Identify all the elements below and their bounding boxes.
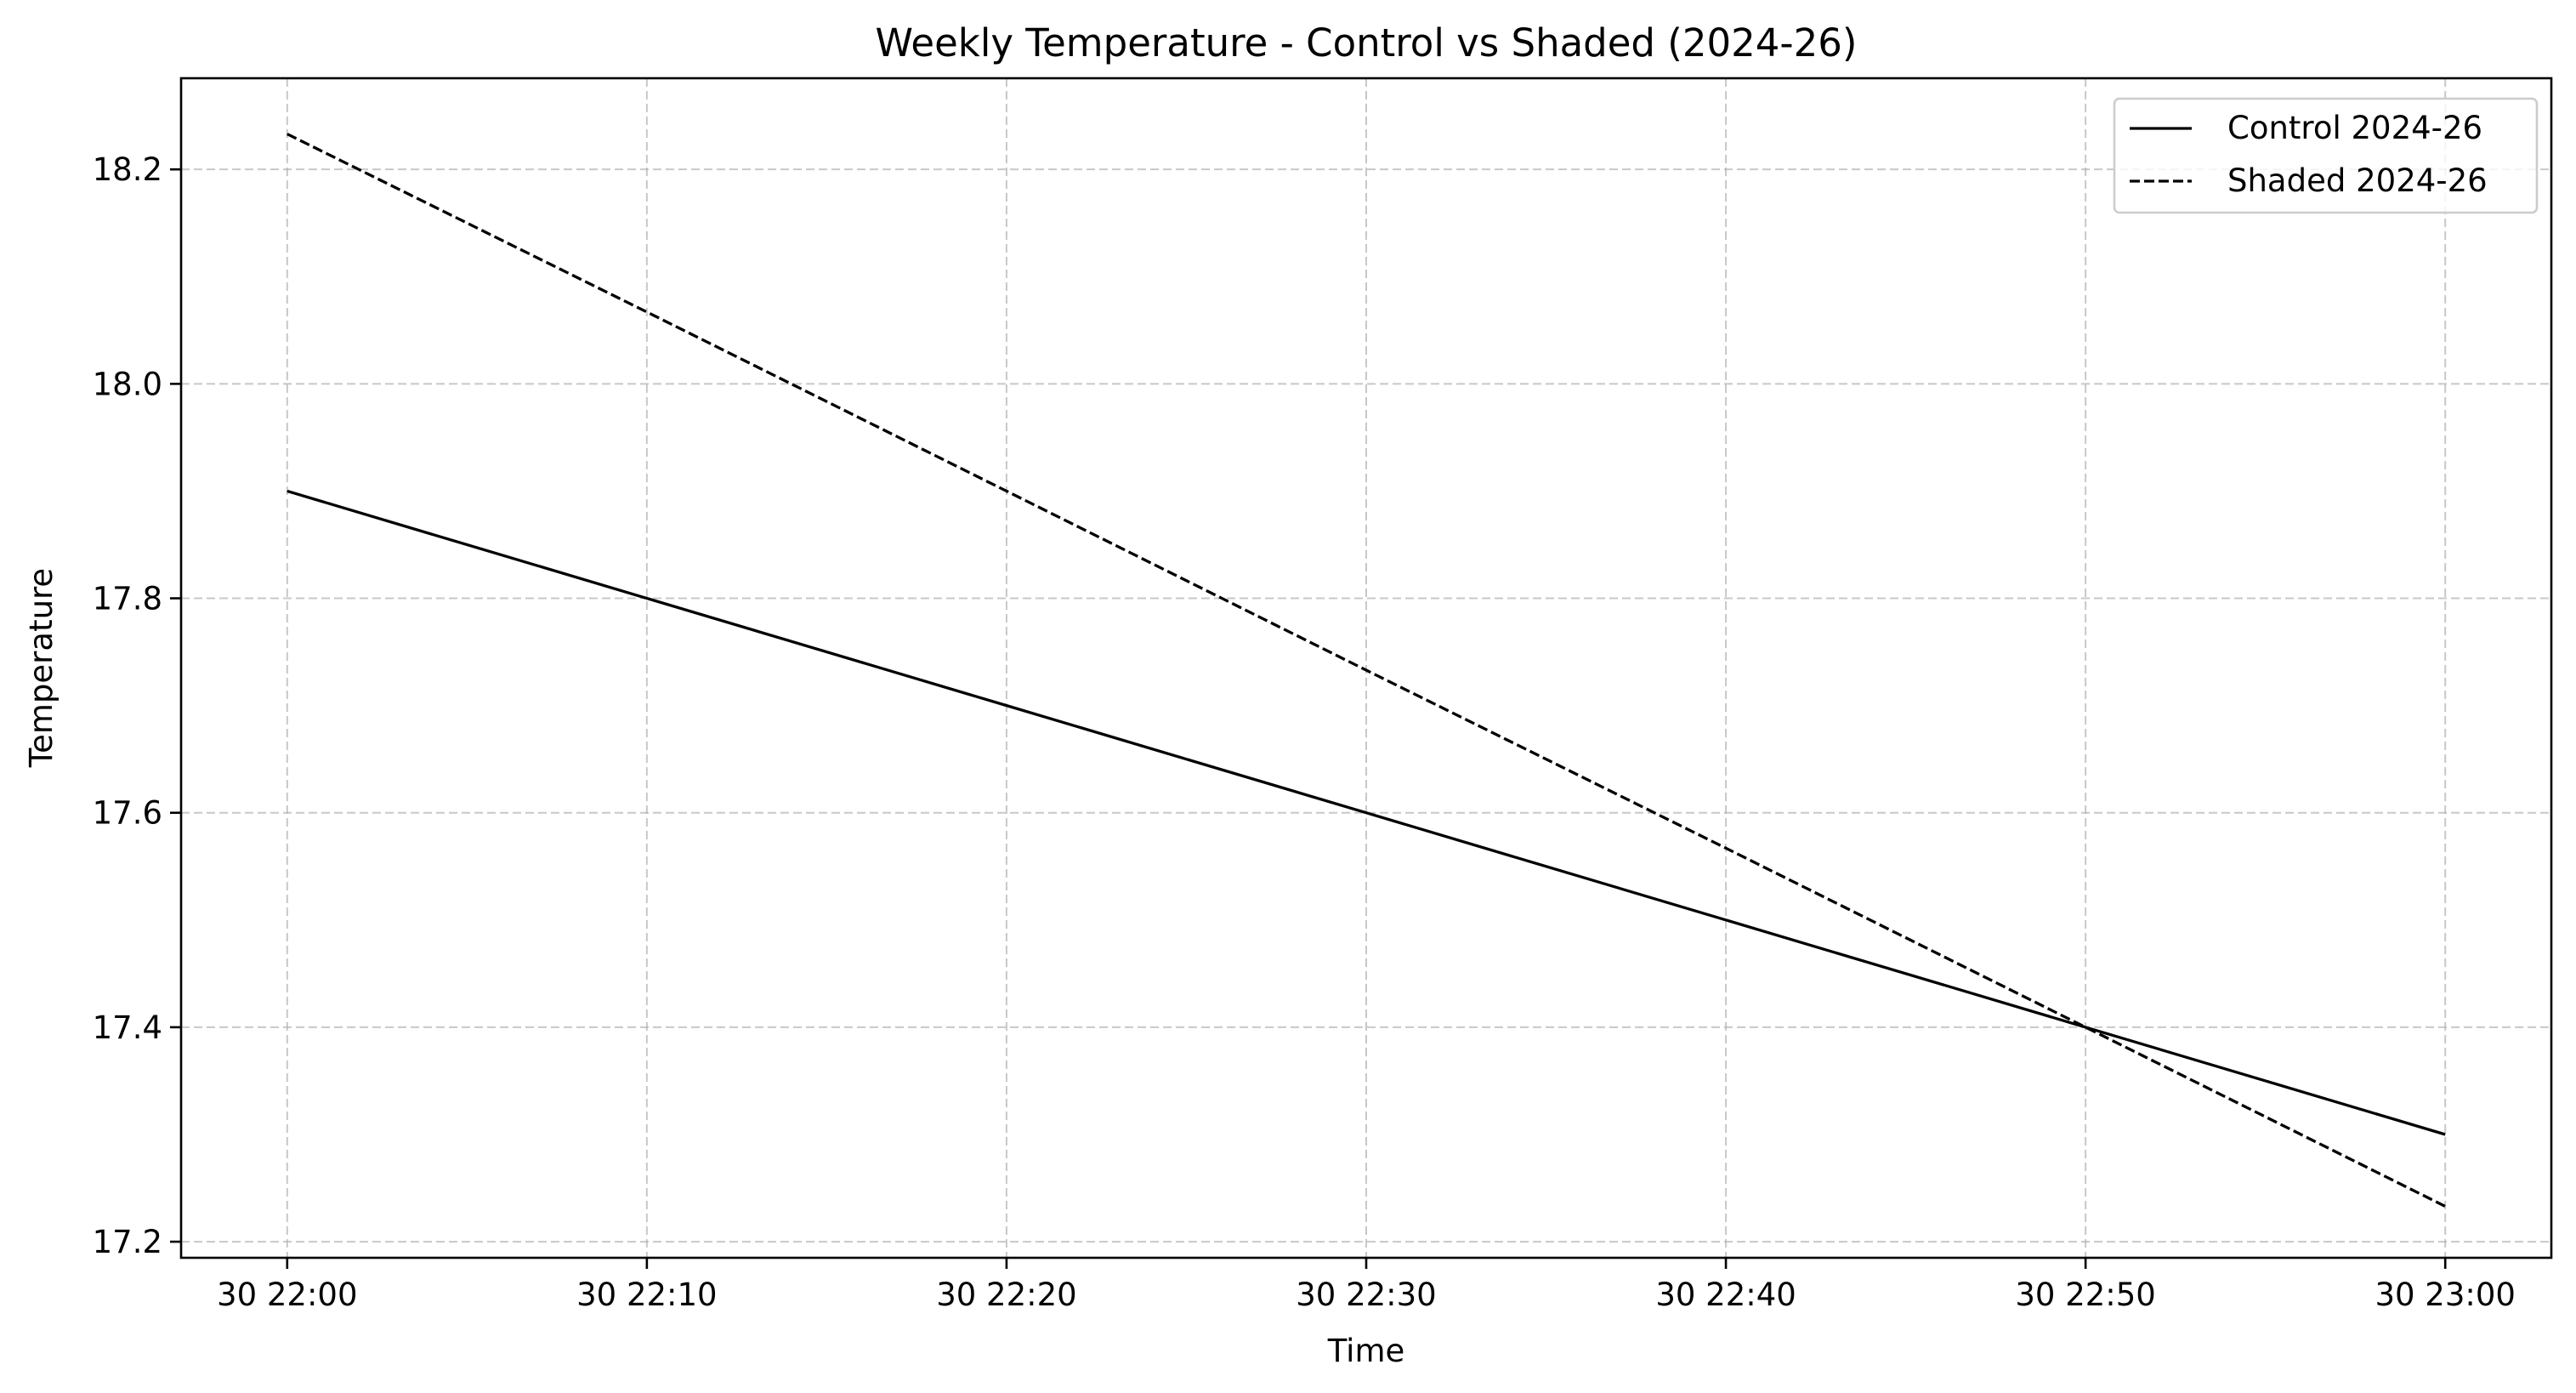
grid-lines — [181, 78, 2551, 1258]
series-line-shaded — [287, 133, 2446, 1208]
x-tick-label: 30 22:00 — [217, 1276, 357, 1313]
x-tick-label: 30 22:10 — [576, 1276, 717, 1313]
x-axis: 30 22:00 30 22:10 30 22:20 30 22:30 30 22:40… — [217, 1258, 2516, 1313]
legend: Control 2024-26 Shaded 2024-26 — [2113, 97, 2539, 214]
y-tick-label: 17.8 — [93, 581, 162, 617]
x-tick-label: 30 22:30 — [1296, 1276, 1436, 1313]
y-tick-label: 17.2 — [93, 1224, 162, 1260]
x-tick-label: 30 23:00 — [2375, 1276, 2515, 1313]
x-tick-label: 30 22:50 — [2015, 1276, 2155, 1313]
legend-label-control: Control 2024-26 — [2227, 110, 2482, 146]
y-tick-label: 18.0 — [93, 366, 162, 402]
y-tick-label: 17.4 — [93, 1009, 162, 1046]
y-axis: 17.2 17.4 17.6 17.8 18.0 18.2 — [93, 151, 181, 1260]
legend-label-shaded: Shaded 2024-26 — [2227, 162, 2488, 199]
y-axis-label: Temperature — [23, 568, 60, 768]
series-lines — [287, 133, 2446, 1208]
series-line-control — [287, 489, 2446, 1136]
y-tick-label: 17.6 — [93, 795, 162, 832]
y-tick-label: 18.2 — [93, 151, 162, 188]
x-tick-label: 30 22:20 — [936, 1276, 1076, 1313]
x-axis-label: Time — [1327, 1333, 1405, 1369]
legend-frame — [2113, 97, 2539, 214]
x-tick-label: 30 22:40 — [1655, 1276, 1796, 1313]
chart-title: Weekly Temperature - Control vs Shaded (… — [876, 20, 1858, 65]
